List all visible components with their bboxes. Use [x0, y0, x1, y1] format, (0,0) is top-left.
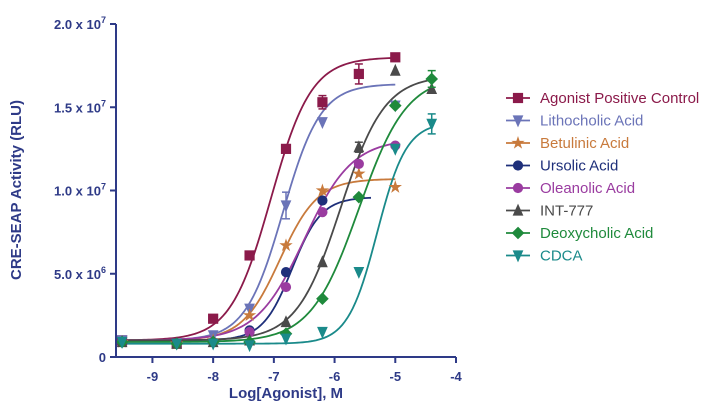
y-tick-label: 0 — [99, 350, 106, 365]
x-tick-label: -9 — [147, 369, 159, 384]
x-tick-label: -7 — [268, 369, 280, 384]
data-point — [388, 180, 402, 193]
data-point — [317, 207, 328, 218]
legend-item: CDCA — [506, 248, 583, 265]
y-tick-label: 5.0 x 106 — [54, 265, 106, 282]
legend-item: Oleanolic Acid — [506, 180, 635, 197]
data-point — [317, 326, 328, 339]
series-points — [116, 113, 438, 353]
data-point — [390, 52, 401, 63]
x-tick-label: -6 — [329, 369, 341, 384]
data-point — [280, 266, 292, 278]
y-tick-mantissa: 1.5 x 10 — [54, 100, 101, 115]
data-point — [353, 68, 364, 80]
fit-curve — [116, 126, 433, 345]
y-tick-exponent: 7 — [101, 98, 106, 108]
legend-item: INT-777 — [506, 203, 593, 220]
legend-label: CDCA — [540, 248, 583, 265]
data-point — [242, 308, 257, 322]
legend-label: INT-777 — [540, 203, 593, 220]
series-points — [116, 195, 328, 349]
data-point — [279, 238, 293, 252]
y-tick-mantissa: 1.0 x 10 — [54, 184, 101, 199]
series-points — [116, 100, 401, 351]
data-point — [425, 72, 439, 86]
legend-marker — [512, 203, 524, 216]
data-point — [352, 166, 366, 180]
data-point — [388, 99, 402, 112]
legend-marker — [511, 226, 525, 240]
y-axis-title: CRE-SEAP Activity (RLU) — [8, 100, 25, 280]
y-tick-exponent: 6 — [101, 265, 106, 275]
legend-item: Agonist Positive Control — [506, 90, 699, 107]
data-point — [315, 183, 330, 197]
data-point — [244, 340, 255, 353]
data-point — [244, 250, 255, 261]
x-tick-label: -4 — [450, 369, 462, 384]
y-tick-mantissa: 2.0 x 10 — [54, 17, 101, 32]
legend-label: Oleanolic Acid — [540, 180, 635, 197]
y-tick-label: 1.5 x 107 — [54, 98, 106, 115]
data-point — [353, 266, 365, 279]
axes — [115, 24, 456, 358]
fit-curves — [115, 57, 433, 345]
y-tick-label: 2.0 x 107 — [54, 15, 106, 32]
y-tick-exponent: 7 — [101, 15, 106, 25]
series-points — [116, 63, 438, 349]
legend-marker — [512, 160, 524, 171]
data-point — [317, 97, 328, 108]
data-point — [389, 63, 401, 76]
legend-label: Agonist Positive Control — [540, 90, 699, 107]
y-tick-mantissa: 5.0 x 10 — [54, 267, 101, 282]
y-tick-label: 1.0 x 107 — [54, 182, 106, 199]
legend-label: Lithocholic Acid — [540, 113, 643, 130]
data-markers — [115, 52, 439, 353]
legend-item: Ursolic Acid — [506, 158, 618, 175]
legend-marker — [512, 115, 524, 128]
legend-label: Betulinic Acid — [540, 135, 629, 152]
data-point — [280, 315, 292, 328]
data-point — [280, 281, 292, 293]
data-point — [352, 190, 366, 204]
legend-label: Ursolic Acid — [540, 158, 618, 175]
data-point — [208, 313, 219, 324]
fit-curve — [116, 86, 433, 343]
series-points — [115, 69, 439, 350]
legend: Agonist Positive Control Lithocholic Acid… — [506, 90, 699, 265]
data-point — [317, 195, 328, 206]
x-ticks: -9 -8 -7 -6 -5 -4 — [147, 357, 463, 384]
legend-item: Deoxycholic Acid — [506, 225, 653, 242]
data-point — [389, 143, 401, 156]
legend-marker — [512, 182, 524, 194]
data-point — [317, 255, 328, 268]
legend-item: Betulinic Acid — [506, 135, 629, 152]
data-point — [426, 82, 438, 95]
legend-marker — [511, 135, 525, 149]
y-tick-exponent: 7 — [101, 182, 106, 192]
data-point — [316, 292, 329, 306]
fit-curve — [116, 78, 432, 342]
y-tick-mantissa: 0 — [99, 350, 106, 365]
fit-curve — [116, 83, 396, 342]
x-tick-label: -5 — [390, 369, 402, 384]
data-point — [207, 338, 219, 351]
legend-label: Deoxycholic Acid — [540, 225, 653, 242]
data-point — [280, 143, 292, 154]
x-tick-label: -8 — [207, 369, 219, 384]
legend-marker — [512, 92, 524, 104]
data-point — [280, 200, 292, 213]
legend-item: Lithocholic Acid — [506, 113, 643, 130]
data-point — [171, 338, 183, 351]
data-point — [280, 333, 292, 346]
data-point — [317, 117, 328, 130]
data-point — [353, 140, 365, 153]
legend-marker — [512, 250, 524, 263]
data-point — [353, 158, 364, 169]
data-point — [116, 336, 128, 349]
x-axis-title: Log[Agonist], M — [229, 385, 343, 402]
data-point — [426, 118, 438, 131]
